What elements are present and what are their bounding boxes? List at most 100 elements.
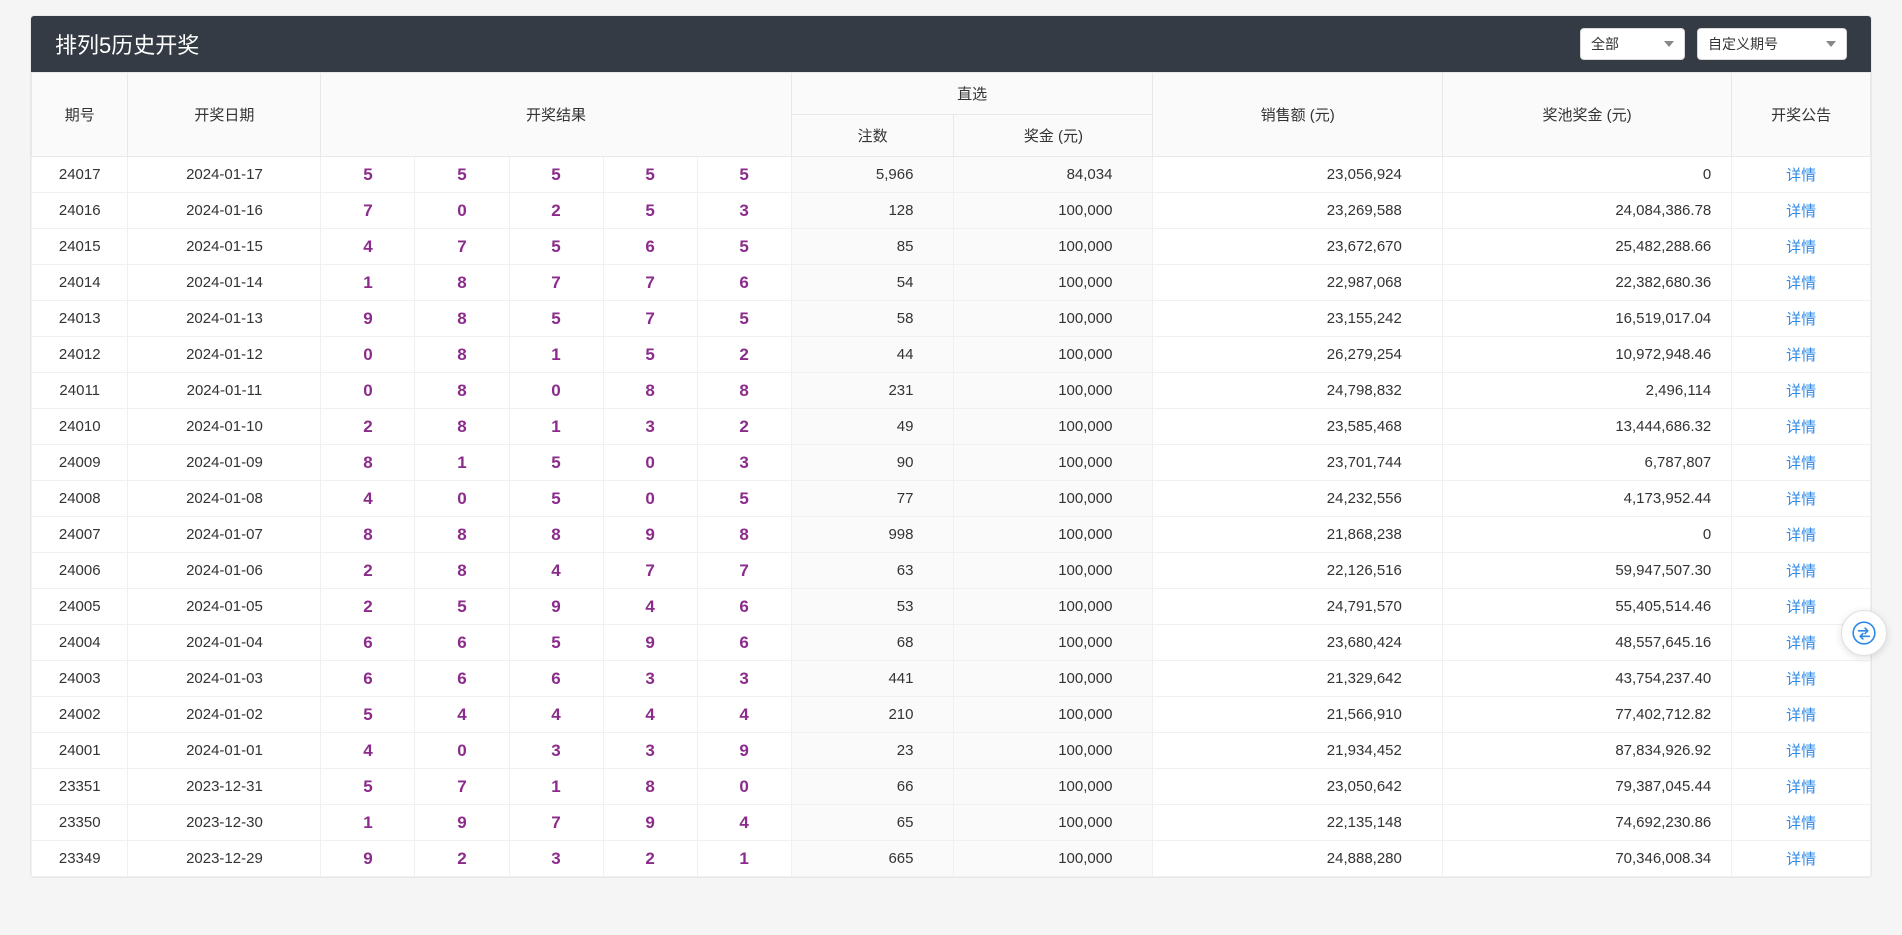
cell-ball: 8 <box>415 553 509 589</box>
cell-issue: 24003 <box>32 661 128 697</box>
detail-link[interactable]: 详情 <box>1786 311 1816 328</box>
cell-count: 210 <box>791 697 954 733</box>
cell-ball: 4 <box>603 697 697 733</box>
cell-detail: 详情 <box>1732 301 1871 337</box>
cell-sales: 26,279,254 <box>1153 337 1442 373</box>
cell-ball: 2 <box>321 589 415 625</box>
cell-issue: 24017 <box>32 157 128 193</box>
float-help-button[interactable] <box>1841 610 1887 656</box>
cell-issue: 24009 <box>32 445 128 481</box>
detail-link[interactable]: 详情 <box>1786 167 1816 184</box>
cell-ball: 7 <box>603 265 697 301</box>
detail-link[interactable]: 详情 <box>1786 383 1816 400</box>
cell-ball: 5 <box>603 193 697 229</box>
cell-ball: 8 <box>321 445 415 481</box>
cell-sales: 23,155,242 <box>1153 301 1442 337</box>
cell-ball: 8 <box>697 517 791 553</box>
detail-link[interactable]: 详情 <box>1786 239 1816 256</box>
cell-count: 5,966 <box>791 157 954 193</box>
detail-link[interactable]: 详情 <box>1786 419 1816 436</box>
cell-ball: 1 <box>321 265 415 301</box>
cell-ball: 5 <box>509 481 603 517</box>
cell-detail: 详情 <box>1732 193 1871 229</box>
cell-date: 2024-01-16 <box>128 193 321 229</box>
cell-ball: 7 <box>697 553 791 589</box>
cell-issue: 24016 <box>32 193 128 229</box>
filter-custom-label: 自定义期号 <box>1708 34 1778 54</box>
cell-ball: 3 <box>603 409 697 445</box>
cell-issue: 24007 <box>32 517 128 553</box>
cell-prize: 100,000 <box>954 589 1153 625</box>
cell-ball: 3 <box>697 445 791 481</box>
table-row: 240042024-01-046659668100,00023,680,4244… <box>32 625 1871 661</box>
cell-sales: 21,329,642 <box>1153 661 1442 697</box>
cell-pool: 87,834,926.92 <box>1442 733 1731 769</box>
filter-custom-select[interactable]: 自定义期号 <box>1697 28 1847 60</box>
cell-ball: 5 <box>321 697 415 733</box>
cell-ball: 8 <box>415 409 509 445</box>
cell-ball: 9 <box>321 301 415 337</box>
detail-link[interactable]: 详情 <box>1786 491 1816 508</box>
cell-sales: 24,232,556 <box>1153 481 1442 517</box>
cell-ball: 7 <box>321 193 415 229</box>
detail-link[interactable]: 详情 <box>1786 563 1816 580</box>
cell-ball: 7 <box>509 265 603 301</box>
cell-date: 2024-01-09 <box>128 445 321 481</box>
detail-link[interactable]: 详情 <box>1786 275 1816 292</box>
cell-sales: 22,987,068 <box>1153 265 1442 301</box>
cell-ball: 4 <box>321 229 415 265</box>
cell-count: 49 <box>791 409 954 445</box>
cell-prize: 100,000 <box>954 229 1153 265</box>
detail-link[interactable]: 详情 <box>1786 707 1816 724</box>
cell-ball: 6 <box>697 589 791 625</box>
cell-ball: 0 <box>603 481 697 517</box>
detail-link[interactable]: 详情 <box>1786 455 1816 472</box>
cell-ball: 8 <box>321 517 415 553</box>
cell-ball: 2 <box>415 841 509 877</box>
detail-link[interactable]: 详情 <box>1786 203 1816 220</box>
cell-ball: 9 <box>603 625 697 661</box>
cell-detail: 详情 <box>1732 373 1871 409</box>
filter-all-select[interactable]: 全部 <box>1580 28 1685 60</box>
table-row: 240062024-01-062847763100,00022,126,5165… <box>32 553 1871 589</box>
cell-count: 77 <box>791 481 954 517</box>
cell-pool: 24,084,386.78 <box>1442 193 1731 229</box>
cell-issue: 24014 <box>32 265 128 301</box>
cell-prize: 100,000 <box>954 661 1153 697</box>
cell-date: 2024-01-14 <box>128 265 321 301</box>
detail-link[interactable]: 详情 <box>1786 347 1816 364</box>
cell-ball: 2 <box>321 553 415 589</box>
cell-detail: 详情 <box>1732 517 1871 553</box>
cell-detail: 详情 <box>1732 481 1871 517</box>
cell-ball: 5 <box>415 589 509 625</box>
cell-ball: 5 <box>509 157 603 193</box>
cell-ball: 5 <box>697 157 791 193</box>
cell-pool: 77,402,712.82 <box>1442 697 1731 733</box>
detail-link[interactable]: 详情 <box>1786 743 1816 760</box>
cell-date: 2024-01-05 <box>128 589 321 625</box>
lottery-history-panel: 排列5历史开奖 全部 自定义期号 期号 开奖日期 开奖结果 直选 <box>30 15 1872 878</box>
cell-sales: 23,680,424 <box>1153 625 1442 661</box>
cell-ball: 0 <box>321 373 415 409</box>
cell-ball: 4 <box>603 589 697 625</box>
table-row: 240082024-01-084050577100,00024,232,5564… <box>32 481 1871 517</box>
detail-link[interactable]: 详情 <box>1786 671 1816 688</box>
cell-date: 2024-01-13 <box>128 301 321 337</box>
col-issue: 期号 <box>32 73 128 157</box>
panel-header: 排列5历史开奖 全部 自定义期号 <box>31 16 1871 72</box>
cell-date: 2024-01-01 <box>128 733 321 769</box>
cell-ball: 1 <box>509 769 603 805</box>
cell-ball: 4 <box>509 697 603 733</box>
detail-link[interactable]: 详情 <box>1786 851 1816 868</box>
cell-sales: 23,269,588 <box>1153 193 1442 229</box>
cell-ball: 7 <box>603 553 697 589</box>
detail-link[interactable]: 详情 <box>1786 599 1816 616</box>
detail-link[interactable]: 详情 <box>1786 815 1816 832</box>
detail-link[interactable]: 详情 <box>1786 635 1816 652</box>
detail-link[interactable]: 详情 <box>1786 779 1816 796</box>
cell-ball: 2 <box>321 409 415 445</box>
cell-ball: 2 <box>603 841 697 877</box>
detail-link[interactable]: 详情 <box>1786 527 1816 544</box>
cell-pool: 0 <box>1442 157 1731 193</box>
cell-count: 58 <box>791 301 954 337</box>
